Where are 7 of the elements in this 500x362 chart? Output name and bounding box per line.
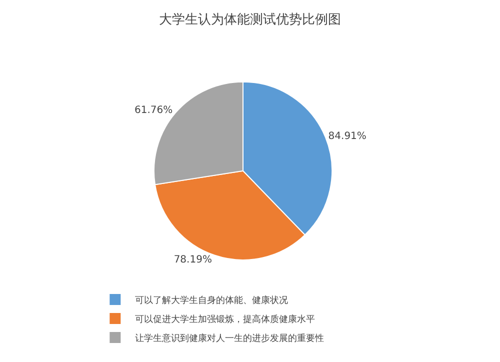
legend-label: 可以促进大学生加强锻炼，提高体质健康水平 [135, 314, 316, 326]
chart-title: 大学生认为体能测试优势比例图 [159, 12, 341, 28]
legend-label: 让学生意识到健康对人一生的进步发展的重要性 [135, 333, 324, 344]
data-label: 84.91% [328, 131, 366, 142]
data-label: 78.19% [174, 254, 212, 266]
legend-label: 可以了解大学生自身的体能、健康状况 [135, 295, 288, 306]
data-label: 61.76% [134, 105, 173, 116]
